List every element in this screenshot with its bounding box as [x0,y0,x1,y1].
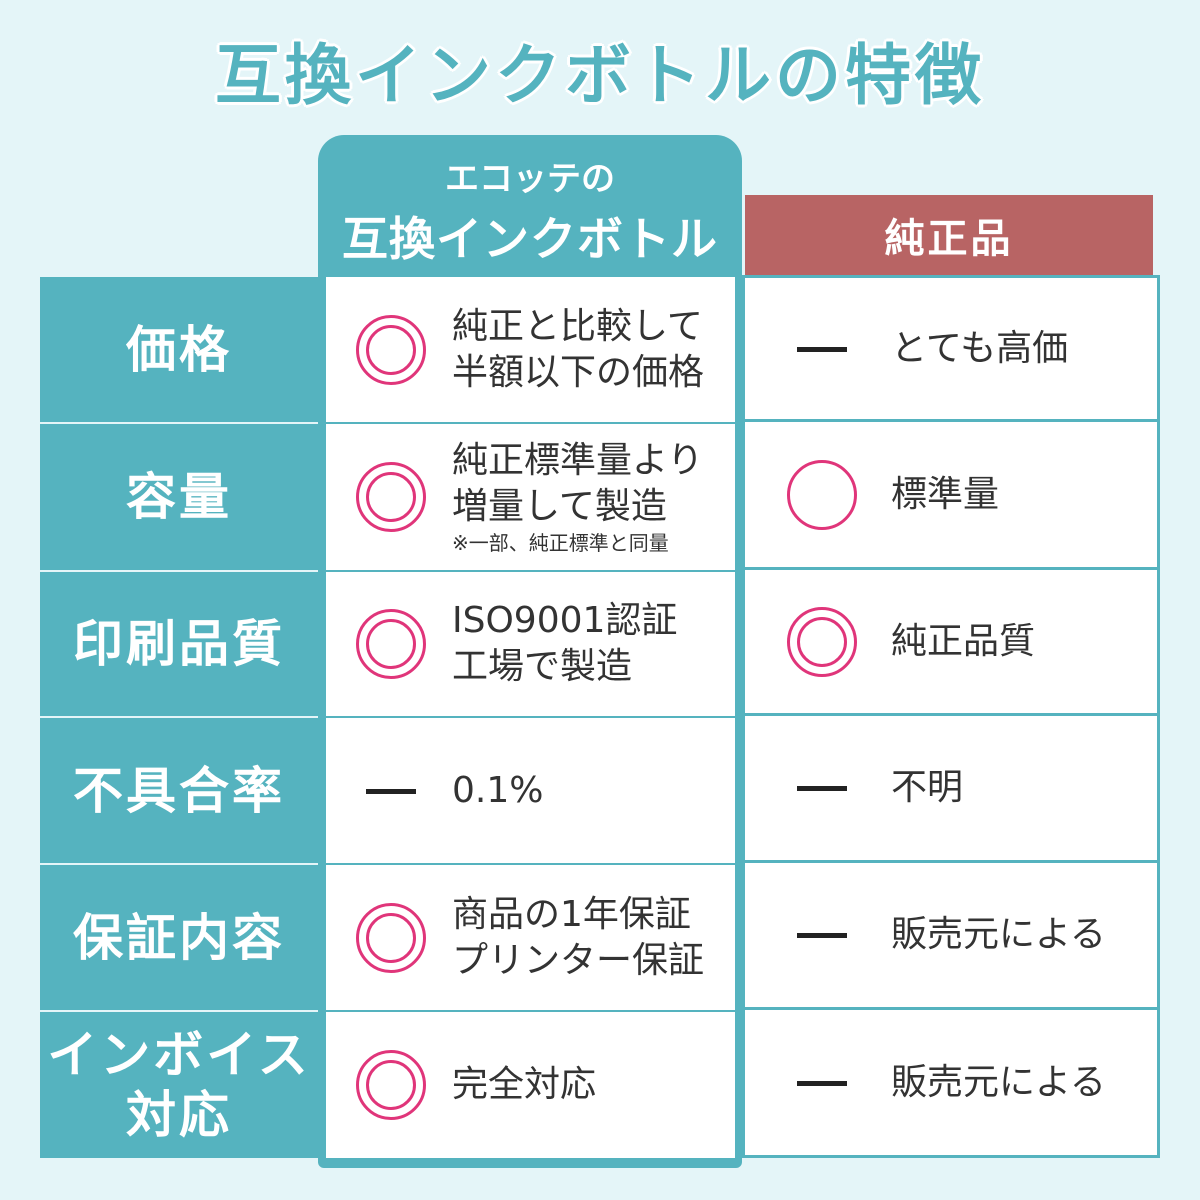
genuine-cell-text: 販売元による [891,1061,1106,1103]
genuine-cell-text: 不明 [891,767,964,808]
dash-icon [787,314,857,384]
ecotte-cell: 0.1% [326,718,735,863]
row-label: 保証内容 [40,865,318,1010]
row-label: 不具合率 [40,718,318,863]
ecotte-cell: 純正標準量より 増量して製造 ※一部、純正標準と同量 [326,424,735,570]
genuine-cell: 標準量 [742,422,1160,570]
row-label-text: 印刷品質 [73,615,285,673]
dash-icon [787,753,857,823]
ecotte-cell: 完全対応 [326,1012,735,1158]
row-label-line: 対応 [126,1086,232,1144]
dash-icon [787,1048,857,1118]
circle-icon [787,459,857,530]
ecotte-cell-line: 完全対応 [452,1064,597,1105]
ecotte-cell-line: 工場で製造 [452,646,633,687]
ecotte-cell-text: 純正標準量より 増量して製造 ※一部、純正標準と同量 [452,438,703,556]
row-label-text: 価格 [126,320,232,379]
ecotte-cell: 商品の1年保証 プリンター保証 [326,865,735,1010]
genuine-cell-text: 販売元による [891,914,1106,955]
ecotte-cell-text: ISO9001認証 工場で製造 [452,598,677,690]
ecotte-cell-text: 純正と比較して 半額以下の価格 [452,304,704,396]
row-label-text: 容量 [126,468,232,526]
ecotte-header-line1: エコッテの [445,159,615,199]
ecotte-cell-line: ISO9001認証 [452,600,678,641]
genuine-cell: 販売元による [742,1010,1160,1158]
row-label: インボイス 対応 [40,1012,318,1158]
ecotte-cell-text: 完全対応 [452,1062,596,1108]
genuine-cell-text: 標準量 [891,473,1000,515]
genuine-cell-text: 純正品質 [891,620,1036,662]
row-label: 価格 [40,277,318,422]
genuine-cell: 不明 [742,716,1160,863]
row-label-text: 保証内容 [73,908,285,967]
ecotte-cell-line: 0.1% [452,769,544,811]
ecotte-cell: 純正と比較して 半額以下の価格 [326,277,735,422]
double-circle-icon [356,1050,426,1120]
genuine-cell: 販売元による [742,863,1160,1010]
ecotte-cell-text: 商品の1年保証 プリンター保証 [452,892,704,984]
double-circle-icon [787,606,857,677]
ecotte-cell-line: 純正標準量より [452,440,704,481]
row-label: 印刷品質 [40,572,318,716]
ecotte-column-header: エコッテの 互換インクボトル [318,150,742,270]
page-title: 互換インクボトルの特徴 [215,37,985,114]
row-label: 容量 [40,424,318,570]
ecotte-cell: ISO9001認証 工場で製造 [326,572,735,716]
dash-icon [356,756,426,826]
double-circle-icon [356,314,426,385]
double-circle-icon [356,609,426,679]
double-circle-icon [356,902,426,973]
ecotte-cell-line: 純正と比較して [452,305,703,347]
ecotte-cell-line: 商品の1年保証 [452,893,691,935]
ecotte-cell-note: ※一部、純正標準と同量 [452,531,669,555]
genuine-cell-text: とても高価 [891,327,1069,369]
double-circle-icon [356,462,426,532]
dash-icon [787,900,857,970]
ecotte-cell-line: プリンター保証 [452,939,705,981]
ecotte-header-line2: 互換インクボトル [342,212,718,266]
ecotte-cell-line: 増量して製造 [452,486,667,527]
genuine-cell: 純正品質 [742,570,1160,716]
row-label-text: 不具合率 [73,761,285,820]
ecotte-cell-text: 0.1% [452,768,543,814]
genuine-column-header: 純正品 [745,195,1153,275]
row-label-line: インボイス [47,1026,311,1084]
ecotte-cell-line: 半額以下の価格 [452,351,705,393]
genuine-cell: とても高価 [742,275,1160,422]
